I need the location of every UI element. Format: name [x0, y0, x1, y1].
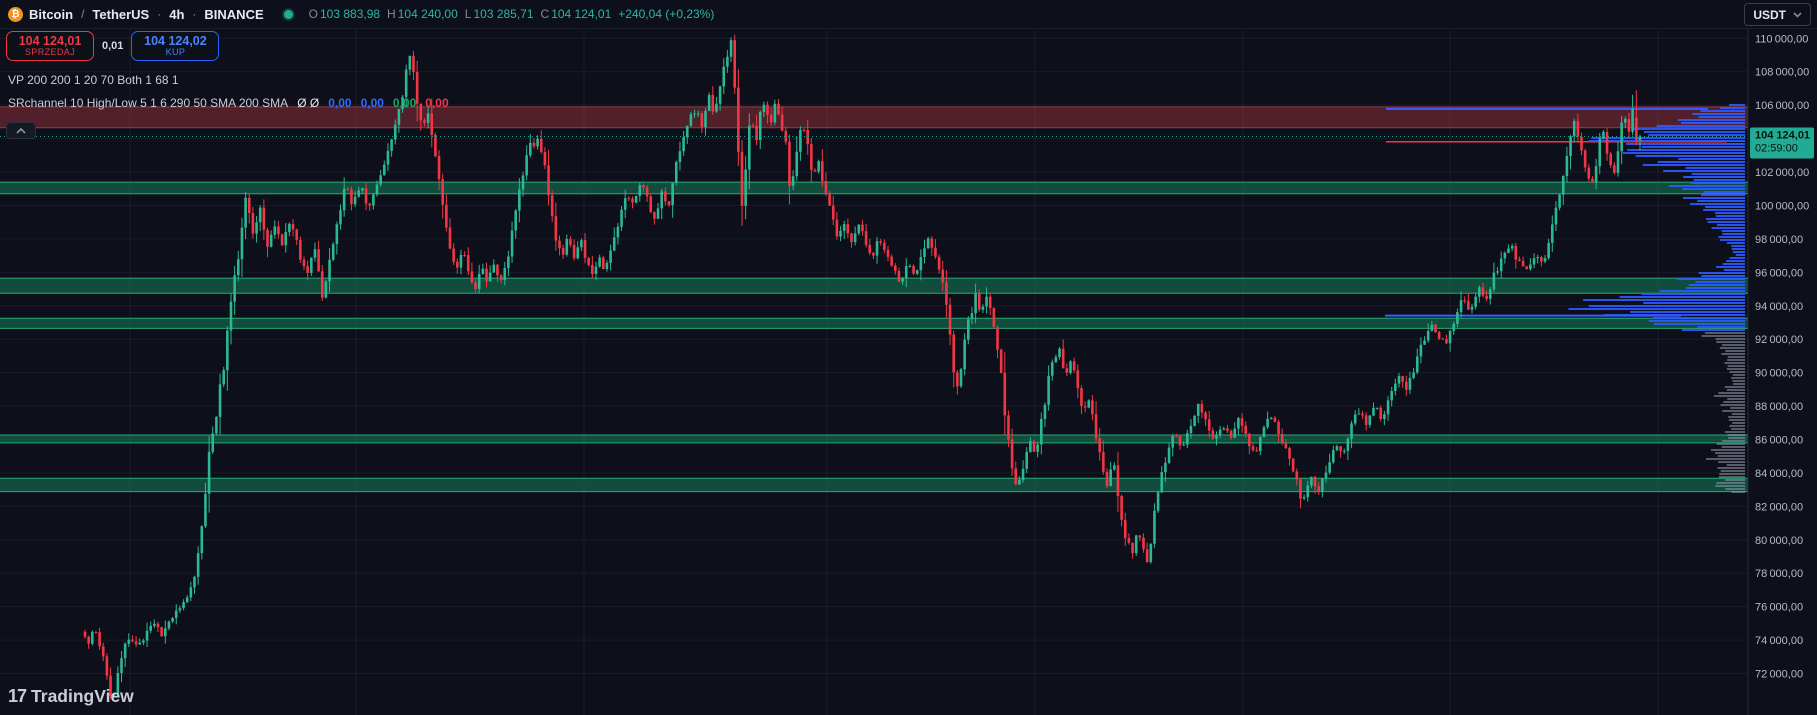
sell-label: SPRZEDAJ — [24, 46, 76, 57]
buy-button[interactable]: 104 124,02 KUP — [131, 31, 220, 61]
close-value: 104 124,01 — [551, 7, 612, 21]
svg-text:100 000,00: 100 000,00 — [1755, 200, 1809, 212]
ohlc-readout: O 103 883,98 H 104 240,00 L 103 285,71 C… — [309, 7, 715, 21]
indicator-legend-srchannel[interactable]: SRchannel 10 High/Low 5 1 6 290 50 SMA 2… — [8, 96, 449, 110]
market-status-icon[interactable] — [283, 9, 293, 19]
svg-text:96 000,00: 96 000,00 — [1755, 267, 1803, 279]
symbol-base[interactable]: Bitcoin — [29, 6, 74, 22]
symbol-quote[interactable]: TetherUS — [92, 6, 150, 22]
svg-text:88 000,00: 88 000,00 — [1755, 401, 1803, 413]
chart-top-toolbar: ₿ Bitcoin / TetherUS · 4h · BINANCE O 10… — [0, 0, 1817, 29]
svg-text:74 000,00: 74 000,00 — [1755, 635, 1803, 647]
svg-text:76 000,00: 76 000,00 — [1755, 602, 1803, 614]
sr-indicator-symbols: Ø Ø — [297, 96, 320, 110]
svg-text:108 000,00: 108 000,00 — [1755, 67, 1809, 79]
svg-text:94 000,00: 94 000,00 — [1755, 301, 1803, 313]
svg-text:82 000,00: 82 000,00 — [1755, 501, 1803, 513]
currency-dropdown-label: USDT — [1753, 7, 1786, 22]
svg-text:106 000,00: 106 000,00 — [1755, 100, 1809, 112]
sr-indicator-title[interactable]: SRchannel 10 High/Low 5 1 6 290 50 SMA 2… — [8, 96, 289, 110]
chart-pane[interactable] — [0, 28, 1748, 715]
price-axis[interactable] — [1748, 28, 1817, 715]
sr-value-4: 0,00 — [425, 96, 449, 110]
svg-text:110 000,00: 110 000,00 — [1755, 33, 1808, 45]
buy-sell-panel: 104 124,01 SPRZEDAJ 0,01 104 124,02 KUP — [6, 31, 220, 61]
svg-text:02:59:00: 02:59:00 — [1755, 143, 1798, 155]
low-value: 103 285,71 — [473, 7, 534, 21]
interval-button[interactable]: 4h — [169, 6, 185, 22]
svg-text:98 000,00: 98 000,00 — [1755, 234, 1803, 246]
high-label: H — [387, 7, 396, 21]
high-value: 104 240,00 — [397, 7, 458, 21]
dot-separator: · — [157, 7, 162, 21]
chevron-down-icon — [1793, 11, 1802, 18]
open-label: O — [308, 7, 318, 21]
tradingview-logo-icon: 17 — [8, 686, 27, 706]
tradingview-logo-text: TradingView — [31, 686, 134, 706]
symbol-separator: / — [81, 7, 85, 21]
buy-label: KUP — [165, 46, 186, 57]
svg-text:86 000,00: 86 000,00 — [1755, 435, 1803, 447]
svg-text:80 000,00: 80 000,00 — [1755, 535, 1803, 547]
sell-price: 104 124,01 — [18, 33, 82, 48]
svg-text:104 124,01: 104 124,01 — [1755, 130, 1810, 142]
open-value: 103 883,98 — [319, 7, 381, 21]
svg-text:78 000,00: 78 000,00 — [1755, 568, 1803, 580]
low-label: L — [464, 7, 472, 21]
vp-indicator-title[interactable]: VP 200 200 1 20 70 Both 1 68 1 — [8, 73, 179, 87]
sr-value-2: 0,00 — [360, 96, 384, 110]
change-value: +240,04 (+0,23%) — [618, 7, 715, 21]
buy-price: 104 124,02 — [144, 33, 207, 48]
sr-value-3: 0,00 — [392, 96, 417, 110]
tradingview-watermark[interactable]: 17 TradingView — [8, 686, 134, 707]
svg-text:102 000,00: 102 000,00 — [1755, 167, 1809, 179]
currency-dropdown[interactable]: USDT — [1744, 3, 1811, 26]
svg-text:90 000,00: 90 000,00 — [1755, 368, 1803, 380]
exchange-name[interactable]: BINANCE — [204, 6, 264, 22]
collapse-indicators-button[interactable] — [6, 122, 36, 139]
sr-indicator-values: 0,00 0,00 0,00 0,00 — [319, 96, 448, 110]
spread-value: 0,01 — [102, 40, 124, 52]
svg-text:72 000,00: 72 000,00 — [1755, 669, 1803, 681]
close-label: C — [540, 7, 550, 21]
svg-text:92 000,00: 92 000,00 — [1755, 334, 1803, 346]
bitcoin-logo-icon: ₿ — [8, 6, 23, 22]
svg-text:84 000,00: 84 000,00 — [1755, 468, 1803, 480]
sell-button[interactable]: 104 124,01 SPRZEDAJ — [6, 31, 94, 61]
sr-value-1: 0,00 — [328, 96, 352, 110]
dot-separator: · — [192, 7, 197, 21]
chevron-up-icon — [16, 127, 26, 134]
indicator-legend-volume-profile[interactable]: VP 200 200 1 20 70 Both 1 68 1 — [8, 73, 179, 87]
